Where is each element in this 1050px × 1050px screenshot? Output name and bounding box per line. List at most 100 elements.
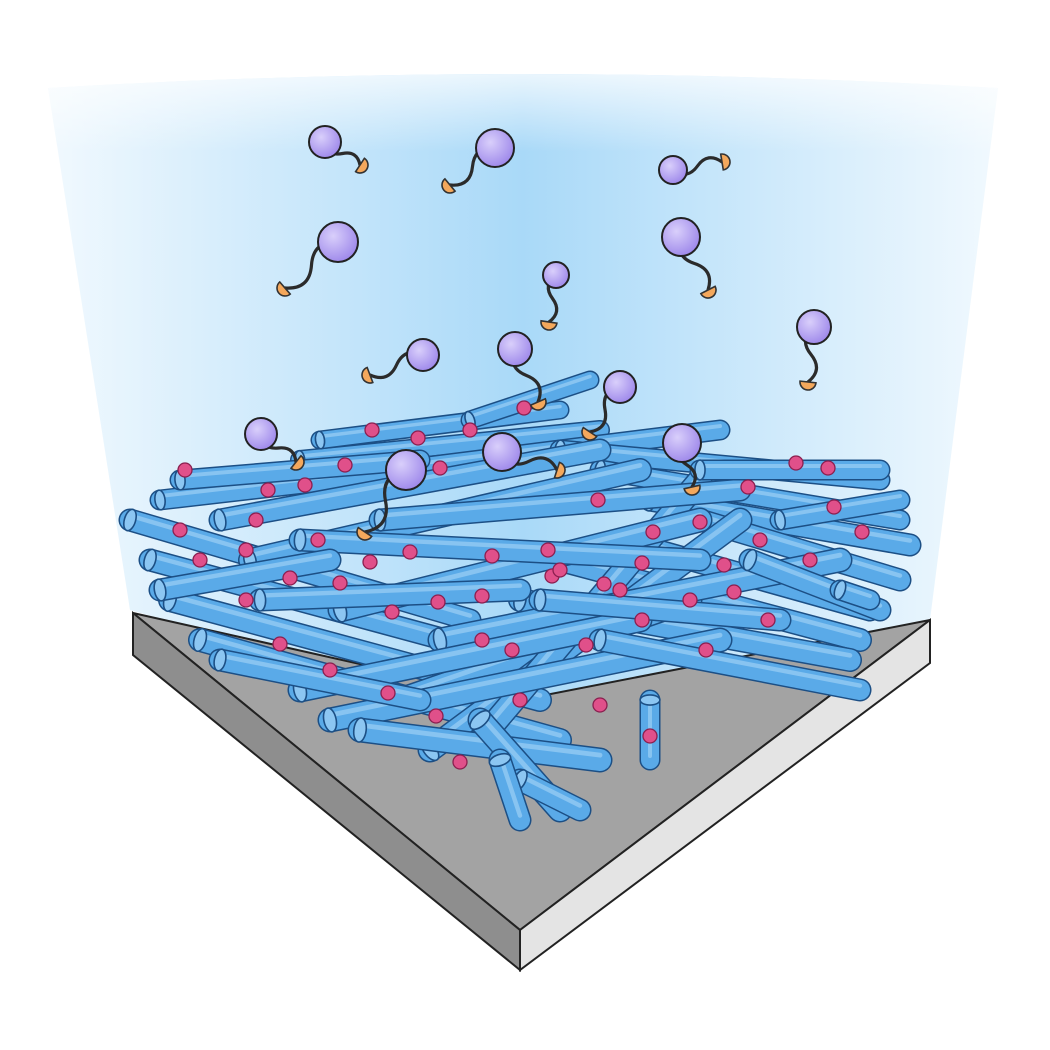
fiber [829,579,881,611]
binding-site-dot [192,552,208,568]
free-molecule [244,417,305,471]
fiber-end [213,508,227,532]
molecules [244,125,832,541]
fiber [290,420,610,471]
binding-site-dot [297,477,313,493]
fiber [689,459,891,481]
binding-site-dot [322,662,338,678]
fiber [368,478,752,532]
binding-site-dot [428,708,444,724]
sphere-head-icon [661,217,701,257]
binding-site-dot [260,482,276,498]
free-molecule [308,125,369,174]
fiber-end [293,528,307,552]
binding-site-dot [384,604,400,620]
binding-site-dot [364,422,380,438]
fiber [528,588,792,632]
binding-site-dot [432,460,448,476]
binding-site-dot [596,576,612,592]
captured-molecule [482,432,566,479]
fiber-end [833,579,847,601]
fiber-end [469,709,491,731]
fiber-end [533,588,547,612]
fiber-end [694,459,706,481]
binding-site-dot [402,544,418,560]
binding-site-dot [740,479,756,495]
fiber-end [773,509,787,531]
binding-site-dot [484,548,500,564]
binding-site-dot [512,692,528,708]
ligand-icon [553,461,566,479]
binding-site-dot [430,594,446,610]
binding-sites [172,400,870,770]
free-molecule [796,309,832,391]
fiber-end [213,648,227,672]
ligand-icon [441,177,457,194]
binding-site-dot [692,514,708,530]
captured-molecule [662,423,702,496]
ligand-icon [581,426,598,441]
sphere-head-icon [482,432,522,472]
fiber-end [192,627,208,653]
binding-site-dot [474,632,490,648]
fiber-mat [118,370,922,832]
binding-site-dot [612,582,628,598]
binding-site-dot [310,532,326,548]
binding-site-dot [698,642,714,658]
fiber-end [253,588,267,612]
binding-site-dot [462,422,478,438]
binding-site-dot [516,400,532,416]
binding-site-dot [282,570,298,586]
fiber [488,748,532,832]
binding-site-dot [760,612,776,628]
fiber-end [154,489,166,511]
free-molecule [540,261,570,331]
binding-site-dot [238,592,254,608]
fiber-end [742,548,758,572]
binding-site-dot [452,754,468,770]
ligand-icon [683,484,701,496]
binding-site-dot [788,455,804,471]
fiber [460,370,600,430]
fiber-end [488,752,512,768]
ligand-icon [354,157,369,174]
fiber-end [153,578,167,602]
binding-site-dot [172,522,188,538]
binding-site-dot [854,524,870,540]
ligand-icon [276,280,292,297]
binding-site-dot [634,555,650,571]
binding-site-dot [642,728,658,744]
binding-site-dot [682,592,698,608]
sphere-head-icon [796,309,832,345]
captured-molecule [356,449,427,541]
ligand-icon [719,153,731,171]
ligand-icon [529,397,547,411]
sphere-head-icon [317,221,359,263]
binding-site-dot [177,462,193,478]
fiber-end [314,430,326,450]
sphere-head-icon [603,370,637,404]
binding-site-dot [820,460,836,476]
fiber [508,768,592,822]
binding-site-dot [332,575,348,591]
sphere-head-icon [244,417,278,451]
ligand-icon [356,526,373,541]
ligand-icon [540,319,558,331]
free-molecule [661,217,717,299]
sphere-head-icon [406,338,440,372]
binding-site-dot [504,642,520,658]
ligand-icon [699,285,717,299]
fiber [639,689,661,771]
binding-site-dot [716,557,732,573]
binding-site-dot [410,430,426,446]
binding-site-dot [634,612,650,628]
binding-site-dot [645,524,661,540]
binding-site-dot [590,492,606,508]
binding-site-dot [578,637,594,653]
binding-site-dot [802,552,818,568]
ligand-icon [799,380,817,391]
fiber-end [593,628,607,652]
binding-site-dot [826,499,842,515]
fiber-end [122,508,138,532]
